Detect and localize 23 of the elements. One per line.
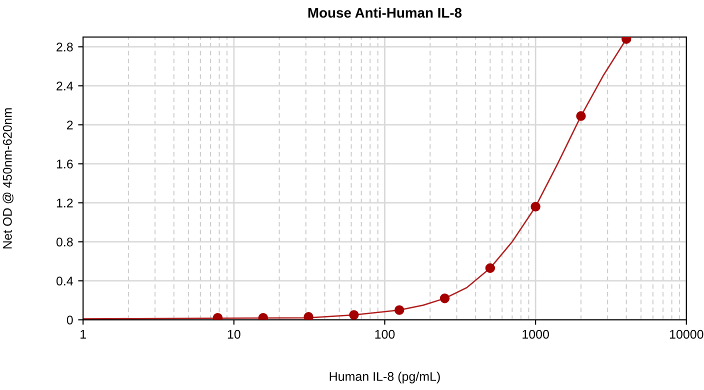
- point: [440, 293, 450, 304]
- x-tick-label: 1000: [522, 330, 549, 339]
- x-tick-label: 10000: [670, 330, 704, 339]
- x-tick-label: 1: [80, 330, 86, 339]
- point: [485, 263, 496, 273]
- point: [304, 312, 314, 320]
- y-tick-label: 2.4: [56, 82, 73, 90]
- y-tick-label: 1.6: [56, 160, 73, 168]
- y-tick-label: 1.2: [56, 198, 73, 208]
- y-axis-title: Net OD @ 450nm-620nm: [2, 108, 14, 248]
- x-tick-label: 10: [228, 330, 240, 339]
- x-axis-title: Human IL-8 (pg/mL): [330, 372, 440, 384]
- x-tick-label: 100: [375, 330, 395, 339]
- point: [394, 305, 404, 315]
- chart-title: Mouse Anti-Human IL-8: [308, 8, 462, 18]
- y-tick-label: 0: [66, 316, 73, 324]
- y-tick-label: 2.8: [56, 42, 73, 52]
- point: [576, 111, 586, 121]
- y-tick-label: 0.4: [56, 276, 73, 286]
- y-tick-label: 0.8: [56, 238, 73, 246]
- point: [349, 310, 359, 320]
- y-tick-label: 2: [67, 120, 73, 130]
- point: [530, 202, 540, 212]
